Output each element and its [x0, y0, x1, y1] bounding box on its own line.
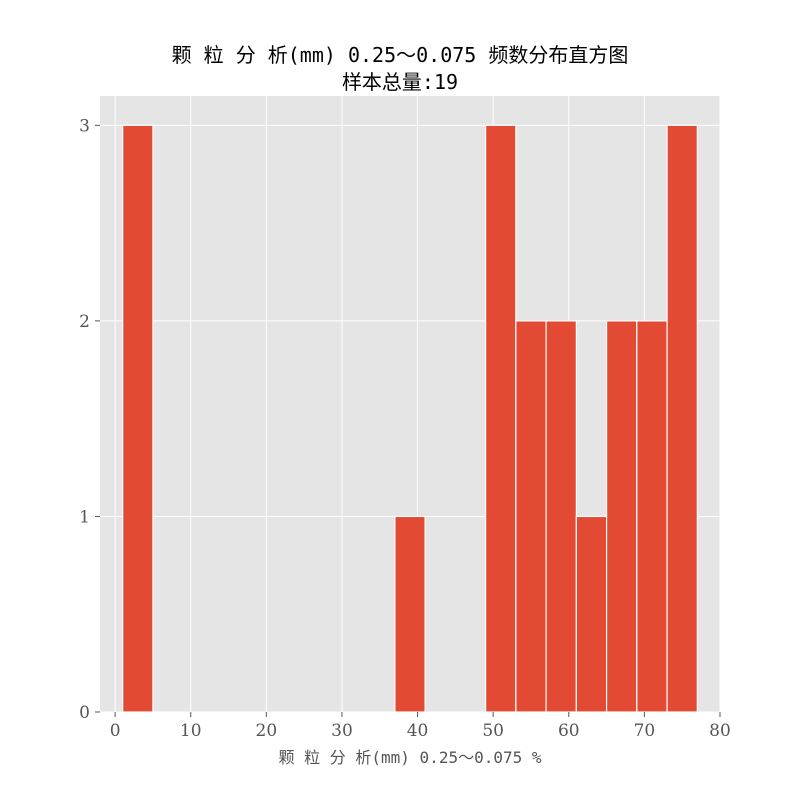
- x-tick-label: 40: [407, 721, 429, 741]
- histogram-bar: [605, 320, 638, 713]
- x-tick-label: 50: [482, 721, 504, 741]
- bars: [122, 124, 698, 713]
- histogram-bar: [394, 515, 426, 713]
- y-tick-label: 0: [79, 703, 90, 723]
- x-tick-label: 70: [634, 721, 656, 741]
- y-tick-label: 2: [79, 312, 90, 332]
- histogram-bar: [122, 124, 154, 713]
- chart-title: 颗 粒 分 析(mm) 0.25～0.075 频数分布直方图: [171, 43, 629, 67]
- histogram-bar: [485, 124, 517, 713]
- x-tick-label: 10: [180, 721, 202, 741]
- x-tick-label: 80: [709, 721, 731, 741]
- y-tick-label: 3: [79, 116, 90, 136]
- y-tick-label: 1: [79, 507, 90, 527]
- x-tick-label: 60: [558, 721, 580, 741]
- histogram-bar: [666, 124, 698, 713]
- histogram-bar: [575, 515, 608, 713]
- x-tick-label: 20: [256, 721, 278, 741]
- axis-ticks: 0 10 20 30 40 50 60 70 80 0 1 2 3: [79, 116, 731, 741]
- x-tick-label: 30: [331, 721, 353, 741]
- chart-subtitle: 样本总量:19: [341, 70, 459, 94]
- x-tick-label: 0: [110, 721, 121, 741]
- histogram-bar: [636, 320, 668, 713]
- x-axis-label: 颗 粒 分 析(mm) 0.25～0.075 %: [278, 748, 541, 767]
- histogram-bar: [515, 320, 547, 713]
- histogram-bar: [545, 320, 577, 713]
